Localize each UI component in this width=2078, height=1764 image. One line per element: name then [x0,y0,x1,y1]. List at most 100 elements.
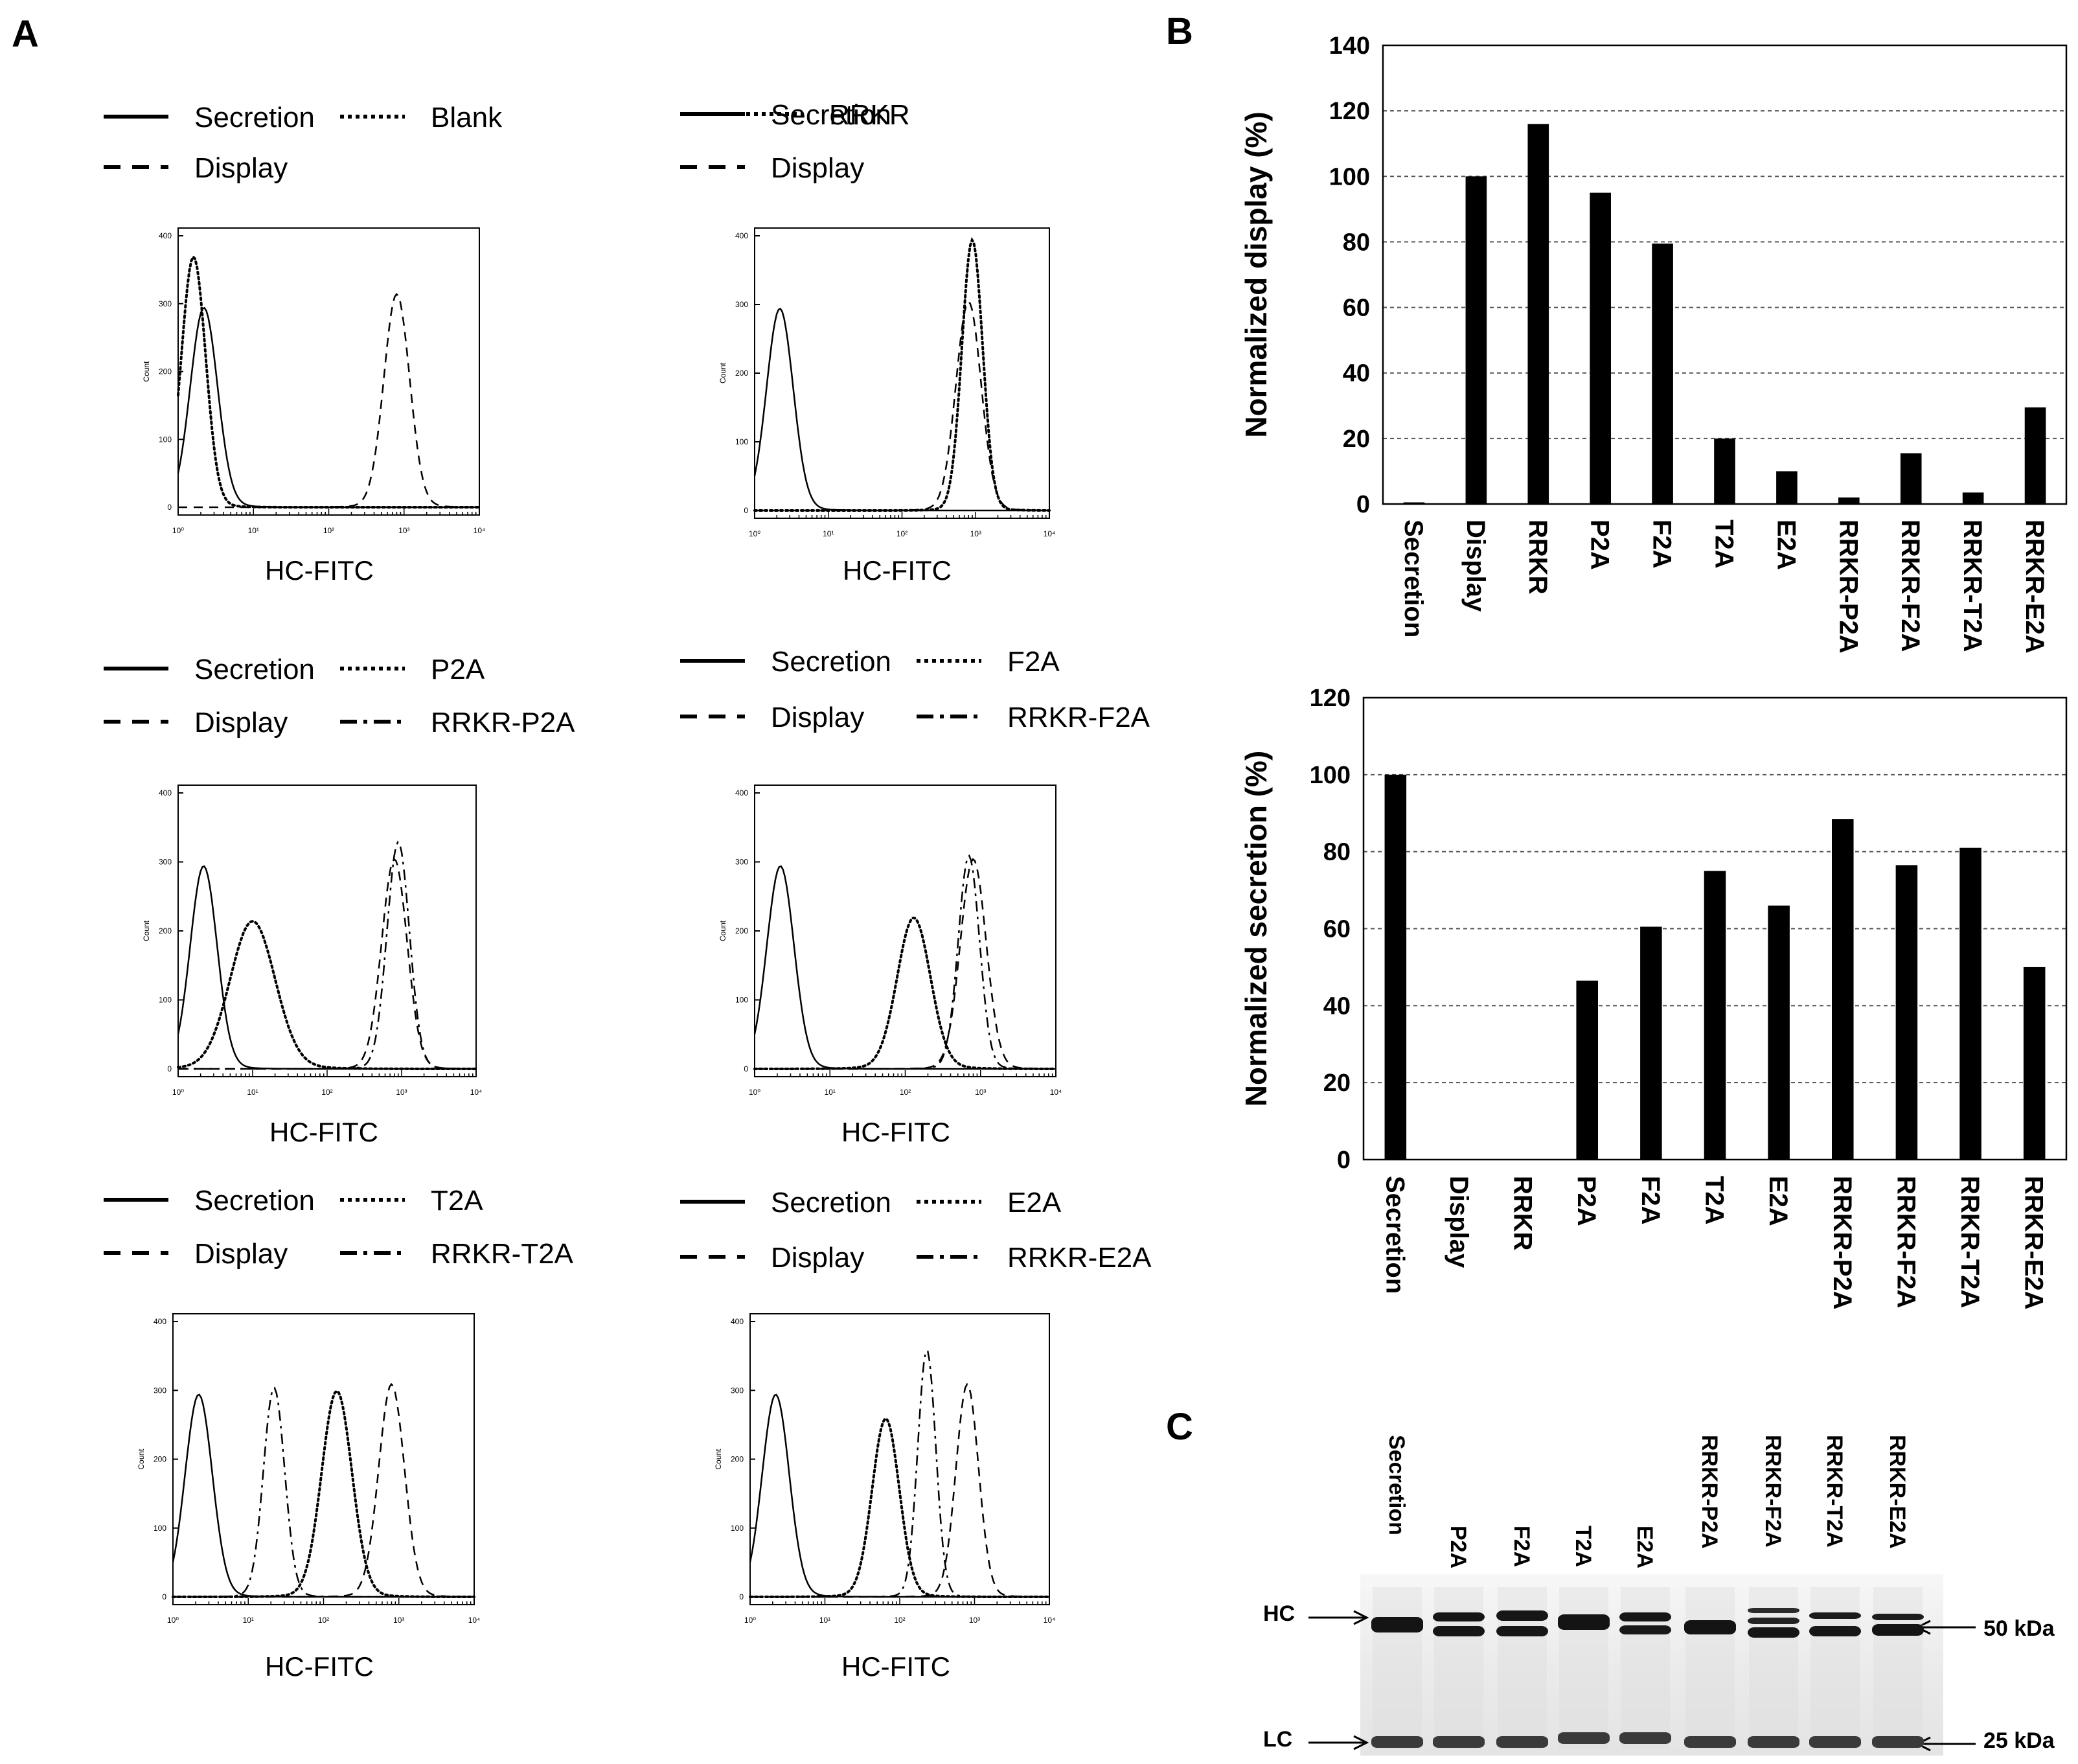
x-tick-label: 10² [900,1088,911,1097]
panel-c-gel: HC LC 50 kDa 25 kDa Secretion P2A F2A T2A E2… [1263,1435,2055,1756]
legend-item-display: Display [680,152,864,184]
x-axis-label: HC-FITC [269,1117,378,1147]
hc-band [1748,1627,1799,1638]
legend-label-secretion: Secretion [194,102,315,133]
hc-band [1809,1626,1861,1636]
y-tick-label: 0 [1356,491,1370,518]
hc-band [1496,1626,1548,1636]
hc-band [1496,1610,1548,1621]
x-tick-label-secretion: Secretion [1399,520,1428,637]
x-tick-label-t2a: T2A [1710,520,1739,569]
legend-item-display: Display [104,152,288,184]
legend-label-e2a: E2A [1007,1187,1062,1219]
y-tick-label: 200 [731,1455,744,1464]
x-tick-label-rrkr-t2a: RRKR-T2A [1958,520,1987,652]
legend-item-e2a: E2A [917,1187,1062,1219]
legend-label-secretion: Secretion [194,654,315,685]
lc-band [1619,1732,1671,1744]
x-tick-label: 10¹ [825,1088,836,1097]
hc-band [1748,1608,1799,1613]
bar-chart-2: 0 20 40 60 80 100 120 Normalized secretion (%) S… [1239,685,2068,1310]
y-axis-label: Count [714,1449,723,1470]
y-tick-label: 300 [735,300,748,309]
lane-smear [1373,1587,1422,1749]
gel-label-50kda: 50 kDa [1983,1616,2055,1641]
lane-smear [1685,1587,1735,1749]
gel-lane-label-secretion: Secretion [1384,1435,1409,1535]
gel-label-lc: LC [1263,1727,1292,1752]
y-tick-label: 300 [159,299,172,308]
curve-f2a [753,917,1057,1070]
x-axis-label: HC-FITC [841,1651,950,1682]
curve-rrkr-t2a [173,1386,474,1598]
y-tick-label: 60 [1323,916,1351,943]
curve-e2a [749,1417,1051,1598]
lane-smear [1810,1587,1860,1749]
legend-item-display: Display [680,1242,864,1274]
histogram-3: Secretion P2A Display RRKR-P2A 0 100 200 300 400… [104,654,575,1147]
x-tick-label-e2a: E2A [1772,520,1800,570]
y-tick-label: 120 [1310,685,1351,712]
bar-rrkr [1527,124,1549,504]
lc-band [1433,1736,1485,1748]
lane-smear [1749,1587,1798,1749]
legend-label-secretion: Secretion [771,1187,891,1219]
legend-item-display: Display [104,1238,288,1270]
x-tick-label-rrkr: RRKR [1509,1176,1537,1251]
legend-label-display: Display [194,152,288,184]
x-tick-label-rrkr: RRKR [1524,520,1552,595]
lane-smear [1621,1587,1670,1749]
x-tick-label-f2a: F2A [1648,520,1676,569]
y-tick-label: 120 [1329,98,1370,125]
y-tick-label: 20 [1323,1070,1351,1097]
x-tick-label-rrkr-t2a: RRKR-T2A [1956,1176,1984,1308]
legend-item-rrkr-e2a: RRKR-E2A [917,1242,1152,1274]
gel-lane-label-rrkr-f2a: RRKR-F2A [1761,1435,1785,1548]
y-tick-label: 300 [159,858,172,867]
y-tick-label: 80 [1343,229,1370,256]
panel-a-histograms: Secretion Blank Display 0 100 200 300 400 Count 1… [104,99,1152,1682]
y-tick-label: 400 [159,231,172,240]
hc-band [1433,1626,1485,1636]
legend-label-display: Display [771,1242,864,1274]
x-tick-label: 10² [321,1088,332,1097]
legend-label-blank: Blank [431,102,503,133]
y-tick-label: 40 [1343,360,1370,387]
x-tick-label: 10⁴ [468,1616,481,1625]
curve-rrkr-p2a [178,840,476,1070]
y-axis-label: Count [137,1449,146,1470]
curve-rrkr-f2a [755,854,1056,1070]
x-tick-label: 10⁴ [1044,1616,1056,1625]
y-tick-label: 0 [744,1064,748,1073]
gel-lane-secretion: Secretion [1371,1435,1423,1749]
y-tick-label: 200 [159,926,172,935]
legend-label-rrkr-e2a: RRKR-E2A [1007,1242,1152,1274]
curve-blank [177,255,481,509]
legend-item-secretion: Secretion [104,1185,315,1217]
gel-lane-label-e2a: E2A [1632,1526,1657,1568]
arrow-lc-left [1308,1735,1369,1750]
bar-secretion [1403,502,1425,504]
y-tick-label: 40 [1323,992,1351,1020]
x-tick-label: 10² [894,1616,905,1625]
lc-band [1809,1736,1861,1748]
y-axis-label: Normalized secretion (%) [1239,751,1273,1107]
bar-rrkr-p2a [1838,497,1860,504]
x-axis-label: HC-FITC [843,555,952,586]
legend-item-p2a: P2A [340,654,485,685]
hc-band [1809,1612,1861,1619]
y-tick-label: 100 [154,1524,166,1533]
gel-lane-rrkr-p2a: RRKR-P2A [1684,1435,1736,1749]
legend-label-secretion: Secretion [771,99,891,131]
legend-item-blank: Blank [340,102,503,133]
bar-f2a [1652,243,1673,504]
y-axis-label: Count [142,920,151,941]
x-tick-label-e2a: E2A [1764,1176,1792,1226]
x-tick-label: 10³ [969,1616,980,1625]
legend-label-rrkr-f2a: RRKR-F2A [1007,702,1150,733]
gel-label-25kda: 25 kDa [1983,1728,2055,1753]
x-tick-label-secretion: Secretion [1380,1176,1409,1294]
gel-lane-p2a: P2A [1433,1526,1485,1749]
legend-item-secretion: Secretion [680,99,891,131]
x-tick-label: 10⁴ [474,526,486,535]
